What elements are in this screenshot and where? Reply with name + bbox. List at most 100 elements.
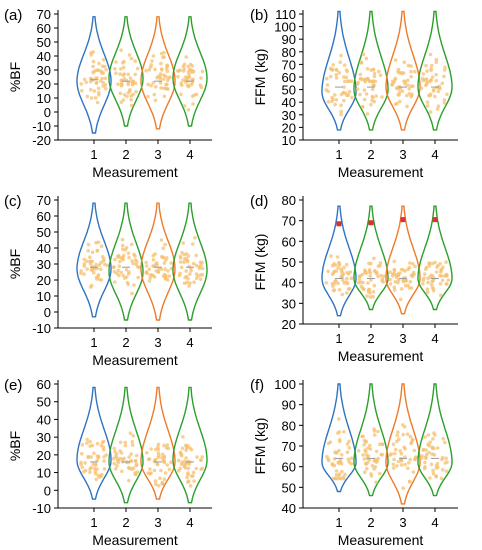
observation-point	[399, 451, 404, 456]
y-tick-label: 30	[282, 296, 296, 311]
observation-point	[96, 68, 100, 72]
observation-point	[194, 466, 198, 471]
observation-point	[194, 253, 198, 258]
observation-point	[113, 280, 117, 284]
violin-2	[108, 386, 144, 504]
observation-point	[163, 471, 168, 475]
observation-point	[199, 76, 203, 80]
x-axis-label: Measurement	[92, 352, 178, 368]
observation-point	[361, 453, 365, 457]
observation-point	[159, 238, 164, 242]
observation-point	[393, 76, 398, 81]
observation-point	[372, 427, 376, 431]
observation-point	[374, 480, 378, 485]
observation-point	[402, 79, 406, 84]
observation-point	[411, 470, 416, 474]
observation-point	[435, 107, 440, 111]
observation-point	[126, 466, 131, 470]
observation-point	[405, 104, 409, 109]
observation-point	[121, 65, 126, 70]
observation-point	[179, 81, 184, 85]
observation-point	[131, 92, 135, 97]
observation-point	[200, 455, 204, 459]
observation-point	[105, 263, 110, 268]
y-tick-label: 0	[44, 483, 51, 498]
observation-point	[342, 98, 346, 103]
observation-point	[144, 69, 148, 73]
observation-point	[371, 294, 375, 299]
observation-point	[425, 69, 429, 73]
observation-point	[190, 77, 194, 82]
observation-point	[164, 446, 169, 450]
violin-3	[140, 386, 176, 500]
y-tick-label: 60	[282, 70, 296, 85]
observation-point	[372, 283, 377, 288]
observation-point	[360, 434, 364, 439]
x-tick-label: 1	[335, 147, 342, 162]
observation-point	[178, 260, 183, 264]
observation-point	[80, 465, 84, 470]
observation-point	[100, 440, 105, 445]
observation-point	[409, 440, 414, 445]
observation-point	[132, 283, 136, 287]
observation-point	[335, 255, 340, 259]
observation-point	[403, 446, 407, 451]
observation-point	[188, 446, 192, 450]
observation-point	[334, 469, 339, 473]
observation-point	[190, 94, 195, 99]
observation-point	[338, 460, 343, 464]
observation-point	[378, 442, 382, 447]
observation-point	[98, 79, 103, 83]
observation-point	[124, 268, 129, 272]
observation-point	[185, 258, 190, 263]
observation-point	[434, 466, 439, 470]
observation-point	[330, 67, 334, 72]
observation-point	[325, 83, 330, 87]
observation-point	[427, 264, 432, 268]
observation-point	[345, 270, 349, 275]
y-tick-label: 30	[37, 63, 51, 78]
observation-point	[394, 86, 399, 90]
y-tick-label: 50	[282, 83, 296, 98]
observation-point	[409, 69, 413, 74]
observation-point	[128, 431, 133, 436]
observation-point	[165, 443, 170, 447]
observation-point	[403, 462, 407, 467]
observation-point	[347, 89, 352, 94]
observation-point	[378, 264, 382, 268]
observation-point	[400, 89, 405, 93]
observation-point	[339, 112, 343, 117]
observation-point	[121, 73, 126, 77]
observation-point	[85, 441, 89, 445]
observation-point	[159, 468, 163, 473]
observation-point	[413, 69, 417, 74]
x-tick-label: 1	[90, 147, 97, 162]
observation-point	[421, 447, 426, 452]
x-tick-label: 3	[399, 515, 406, 530]
highlight-marker	[432, 217, 438, 223]
observation-point	[146, 94, 150, 99]
observation-point	[133, 258, 138, 262]
observation-point	[99, 244, 104, 248]
observation-point	[149, 83, 153, 88]
observation-point	[326, 100, 331, 104]
observation-point	[362, 457, 367, 461]
observation-point	[191, 261, 196, 266]
observation-point	[162, 443, 166, 448]
observation-point	[127, 53, 132, 57]
observation-point	[182, 67, 187, 71]
observation-point	[82, 264, 86, 268]
observation-point	[88, 467, 92, 471]
observation-point	[153, 479, 158, 483]
violin-3	[140, 16, 176, 130]
observation-point	[126, 72, 130, 77]
y-tick-label: 100	[274, 20, 296, 35]
observation-point	[401, 71, 406, 75]
observation-point	[373, 79, 378, 84]
observation-point	[89, 455, 93, 459]
violin-2	[108, 202, 144, 321]
observation-point	[429, 462, 434, 467]
observation-point	[97, 90, 101, 95]
observation-point	[398, 99, 402, 104]
